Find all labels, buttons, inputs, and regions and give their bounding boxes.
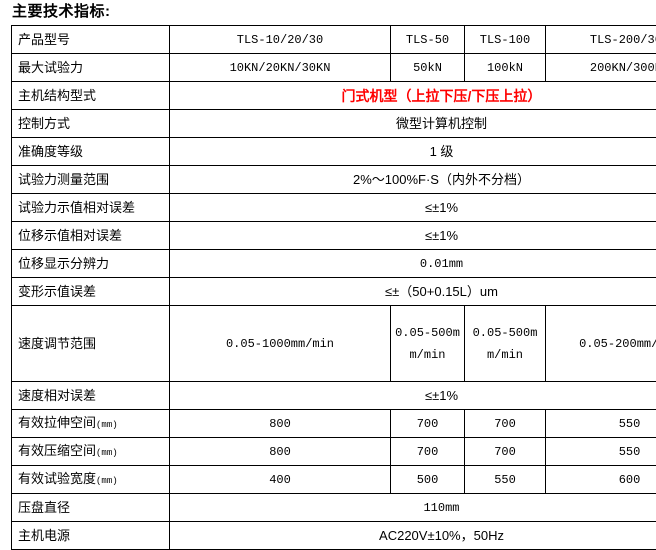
row-label-force-relative-error: 试验力示值相对误差 [12,194,170,222]
cell-max-force-d: 200KN/300KN [546,54,656,82]
row-label-power-supply: 主机电源 [12,522,170,550]
row-label-tensile-space: 有效拉伸空间(mm) [12,410,170,438]
table-row: 产品型号 TLS-10/20/30 TLS-50 TLS-100 TLS-200… [12,26,656,54]
row-label-tensile-space-unit: (mm) [96,420,118,430]
row-label-accuracy-grade: 准确度等级 [12,138,170,166]
cell-max-force-a: 10KN/20KN/30KN [170,54,391,82]
cell-displacement-resolution-value: 0.01mm [170,250,656,278]
cell-speed-range-c: 0.05-500mm/min [465,306,546,382]
table-row: 控制方式 微型计算机控制 [12,110,656,138]
row-label-displacement-relative-error: 位移示值相对误差 [12,222,170,250]
table-row: 试验力测量范围 2%～100%F·S（内外不分档） [12,166,656,194]
table-row: 速度相对误差 ≤±1% [12,382,656,410]
cell-product-model-tls-100: TLS-100 [465,26,546,54]
table-row: 试验力示值相对误差 ≤±1% [12,194,656,222]
row-label-deformation-error: 变形示值误差 [12,278,170,306]
row-label-control-mode: 控制方式 [12,110,170,138]
row-label-compression-space: 有效压缩空间(mm) [12,438,170,466]
row-label-platen-diameter: 压盘直径 [12,494,170,522]
table-row: 压盘直径 110mm [12,494,656,522]
row-label-compression-space-unit: (mm) [96,448,118,458]
table-row: 速度调节范围 0.05-1000mm/min 0.05-500mm/min 0.… [12,306,656,382]
cell-speed-range-b: 0.05-500mm/min [391,306,465,382]
row-label-test-width: 有效试验宽度(mm) [12,466,170,494]
table-row: 有效拉伸空间(mm) 800 700 700 550 [12,410,656,438]
cell-test-width-d: 600 [546,466,656,494]
cell-speed-range-d: 0.05-200mm/min [546,306,656,382]
cell-max-force-c: 100kN [465,54,546,82]
table-row: 位移示值相对误差 ≤±1% [12,222,656,250]
cell-test-width-b: 500 [391,466,465,494]
table-row: 准确度等级 1 级 [12,138,656,166]
cell-compression-space-d: 550 [546,438,656,466]
cell-displacement-relative-error-value: ≤±1% [170,222,656,250]
cell-speed-range-a: 0.05-1000mm/min [170,306,391,382]
cell-tensile-space-c: 700 [465,410,546,438]
cell-compression-space-c: 700 [465,438,546,466]
cell-speed-relative-error-value: ≤±1% [170,382,656,410]
cell-max-force-b: 50kN [391,54,465,82]
row-label-tensile-space-text: 有效拉伸空间 [18,415,96,430]
cell-accuracy-grade-value: 1 级 [170,138,656,166]
cell-product-model-tls-10-20-30: TLS-10/20/30 [170,26,391,54]
page-title: 主要技术指标: [12,2,111,22]
table-row: 有效试验宽度(mm) 400 500 550 600 [12,466,656,494]
row-label-product-model: 产品型号 [12,26,170,54]
cell-compression-space-b: 700 [391,438,465,466]
row-label-force-measuring-range: 试验力测量范围 [12,166,170,194]
table-row: 主机结构型式 门式机型（上拉下压/下压上拉） [12,82,656,110]
row-label-speed-range: 速度调节范围 [12,306,170,382]
row-label-speed-relative-error: 速度相对误差 [12,382,170,410]
table-row: 有效压缩空间(mm) 800 700 700 550 [12,438,656,466]
cell-platen-diameter-value: 110mm [170,494,656,522]
cell-test-width-a: 400 [170,466,391,494]
cell-force-relative-error-value: ≤±1% [170,194,656,222]
cell-compression-space-a: 800 [170,438,391,466]
cell-tensile-space-b: 700 [391,410,465,438]
table-row: 主机电源 AC220V±10%，50Hz [12,522,656,550]
row-label-displacement-resolution: 位移显示分辨力 [12,250,170,278]
row-label-max-test-force: 最大试验力 [12,54,170,82]
row-label-test-width-text: 有效试验宽度 [18,471,96,486]
cell-tensile-space-d: 550 [546,410,656,438]
table-row: 变形示值误差 ≤±（50+0.15L）um [12,278,656,306]
cell-test-width-c: 550 [465,466,546,494]
cell-product-model-tls-50: TLS-50 [391,26,465,54]
row-label-test-width-unit: (mm) [96,476,118,486]
technical-specifications-table: 产品型号 TLS-10/20/30 TLS-50 TLS-100 TLS-200… [11,25,656,550]
cell-tensile-space-a: 800 [170,410,391,438]
cell-power-supply-value: AC220V±10%，50Hz [170,522,656,550]
cell-frame-structure-value: 门式机型（上拉下压/下压上拉） [170,82,656,110]
table-row: 最大试验力 10KN/20KN/30KN 50kN 100kN 200KN/30… [12,54,656,82]
cell-deformation-error-value: ≤±（50+0.15L）um [170,278,656,306]
table-row: 位移显示分辨力 0.01mm [12,250,656,278]
row-label-compression-space-text: 有效压缩空间 [18,443,96,458]
cell-control-mode-value: 微型计算机控制 [170,110,656,138]
row-label-frame-structure: 主机结构型式 [12,82,170,110]
cell-product-model-tls-200-300: TLS-200/300 [546,26,656,54]
cell-force-measuring-range-value: 2%～100%F·S（内外不分档） [170,166,656,194]
